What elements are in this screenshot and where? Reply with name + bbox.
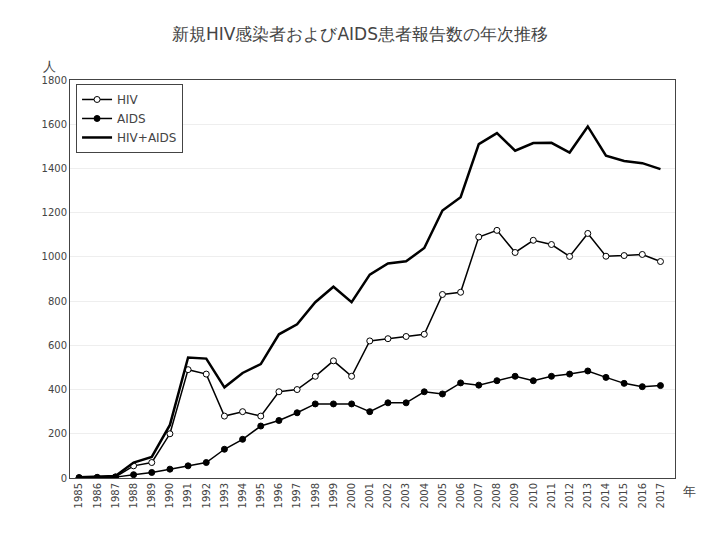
svg-text:1989: 1989 <box>146 483 157 508</box>
svg-text:2016: 2016 <box>637 483 648 508</box>
svg-text:2012: 2012 <box>564 483 575 508</box>
svg-text:2001: 2001 <box>364 483 375 508</box>
svg-text:2017: 2017 <box>655 483 666 508</box>
svg-text:HIV: HIV <box>117 93 139 107</box>
svg-text:1600: 1600 <box>42 119 67 130</box>
svg-text:1000: 1000 <box>42 251 67 262</box>
svg-text:1995: 1995 <box>255 483 266 508</box>
svg-text:HIV+AIDS: HIV+AIDS <box>117 131 176 145</box>
svg-text:1993: 1993 <box>219 483 230 508</box>
svg-text:2003: 2003 <box>400 483 411 508</box>
svg-text:600: 600 <box>48 340 67 351</box>
svg-text:1800: 1800 <box>42 75 67 86</box>
svg-text:1999: 1999 <box>328 483 339 508</box>
svg-text:人: 人 <box>43 59 56 74</box>
svg-text:AIDS: AIDS <box>117 112 146 126</box>
svg-text:1997: 1997 <box>291 483 302 508</box>
svg-text:1990: 1990 <box>164 483 175 508</box>
svg-text:2007: 2007 <box>473 483 484 508</box>
svg-text:2006: 2006 <box>455 483 466 508</box>
svg-text:2013: 2013 <box>582 483 593 508</box>
svg-text:2002: 2002 <box>382 483 393 508</box>
svg-text:2004: 2004 <box>419 483 430 508</box>
svg-text:2015: 2015 <box>618 483 629 508</box>
svg-text:1998: 1998 <box>310 483 321 508</box>
svg-text:1994: 1994 <box>237 483 248 508</box>
svg-text:新規HIV感染者およびAIDS患者報告数の年次推移: 新規HIV感染者およびAIDS患者報告数の年次推移 <box>172 24 548 44</box>
svg-text:2011: 2011 <box>546 483 557 508</box>
svg-text:200: 200 <box>48 428 67 439</box>
svg-text:1987: 1987 <box>110 483 121 508</box>
svg-text:1988: 1988 <box>128 483 139 508</box>
svg-text:1985: 1985 <box>73 483 84 508</box>
svg-text:800: 800 <box>48 296 67 307</box>
svg-text:2008: 2008 <box>491 483 502 508</box>
svg-text:2009: 2009 <box>509 483 520 508</box>
svg-text:1991: 1991 <box>182 483 193 508</box>
svg-text:1992: 1992 <box>201 483 212 508</box>
svg-text:2014: 2014 <box>600 483 611 508</box>
svg-text:1986: 1986 <box>92 483 103 508</box>
svg-text:2005: 2005 <box>437 483 448 508</box>
svg-text:0: 0 <box>61 473 67 484</box>
svg-text:400: 400 <box>48 384 67 395</box>
svg-text:2000: 2000 <box>346 483 357 508</box>
svg-text:2010: 2010 <box>528 483 539 508</box>
svg-text:1200: 1200 <box>42 207 67 218</box>
svg-text:1996: 1996 <box>273 483 284 508</box>
svg-text:1400: 1400 <box>42 163 67 174</box>
svg-text:年: 年 <box>683 484 696 499</box>
